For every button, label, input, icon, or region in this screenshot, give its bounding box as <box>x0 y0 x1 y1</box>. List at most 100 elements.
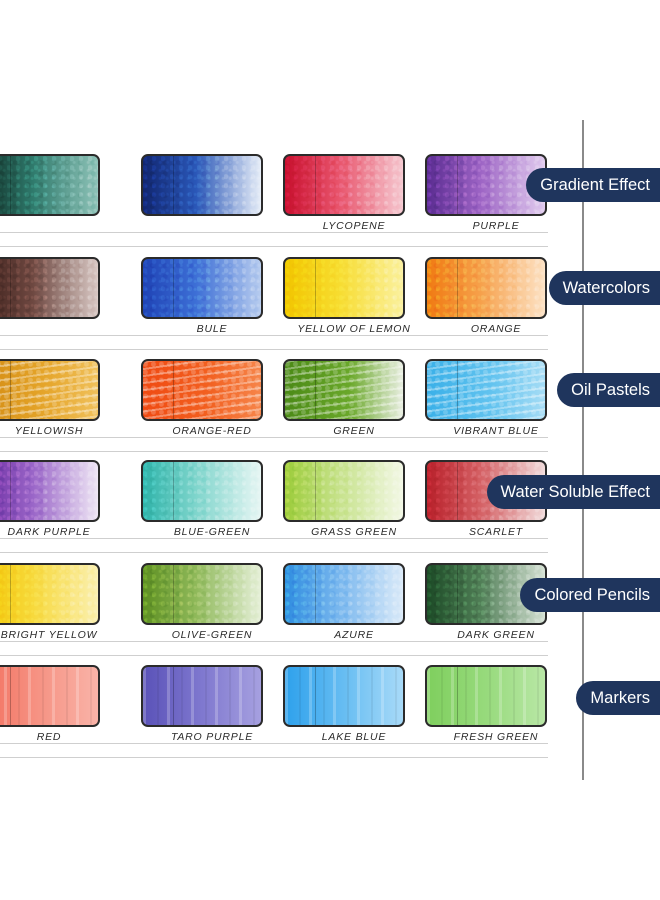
swatch-divider <box>173 156 174 214</box>
swatch-texture <box>143 462 261 520</box>
swatch-divider <box>457 259 458 317</box>
color-swatch <box>141 359 263 421</box>
writing-rule <box>0 349 548 350</box>
color-swatch <box>0 154 100 216</box>
category-tag: Watercolors <box>548 271 660 305</box>
color-swatch <box>283 460 405 522</box>
category-tag: Gradient Effect <box>526 168 660 202</box>
swatch-divider <box>173 361 174 419</box>
swatch-label: ORANGE <box>470 323 522 335</box>
swatch-label: AZURE <box>334 629 374 641</box>
swatch-divider <box>315 156 316 214</box>
swatch-divider <box>10 462 11 520</box>
swatch-label: BULE <box>196 323 228 335</box>
swatch-texture <box>0 156 98 214</box>
color-swatch <box>283 563 405 625</box>
swatch-divider <box>10 259 11 317</box>
swatch-texture <box>427 259 545 317</box>
swatch-label: GRASS GREEN <box>311 526 397 538</box>
swatch-divider <box>457 462 458 520</box>
color-swatch <box>141 665 263 727</box>
writing-rule <box>0 655 548 656</box>
sheet-edge-divider <box>582 120 584 780</box>
swatch-divider <box>173 565 174 623</box>
color-swatch <box>283 154 405 216</box>
swatch-divider <box>315 259 316 317</box>
swatch-label: FRESH GREEN <box>453 731 539 743</box>
category-tag: Markers <box>576 681 660 715</box>
writing-rule <box>0 335 548 336</box>
swatch-divider <box>315 361 316 419</box>
swatch-divider <box>457 361 458 419</box>
writing-rule <box>0 641 548 642</box>
color-swatch <box>283 257 405 319</box>
writing-rule <box>0 743 548 744</box>
color-swatch <box>141 563 263 625</box>
swatch-label: PURPLE <box>472 220 520 232</box>
swatch-texture <box>285 361 403 419</box>
color-swatch <box>0 460 100 522</box>
swatch-divider <box>10 156 11 214</box>
swatch-texture <box>143 565 261 623</box>
swatch-texture <box>285 667 403 725</box>
color-swatch <box>0 257 100 319</box>
swatch-label: YELLOW OF LEMON <box>297 323 411 335</box>
color-swatch <box>425 563 547 625</box>
swatch-texture <box>0 361 98 419</box>
swatch-divider <box>457 667 458 725</box>
swatch-label: YELLOWISH <box>14 425 84 437</box>
swatch-divider <box>315 667 316 725</box>
swatch-label: OLIVE-GREEN <box>171 629 253 641</box>
writing-rule <box>0 757 548 758</box>
category-tag: Oil Pastels <box>557 373 660 407</box>
swatch-divider <box>173 259 174 317</box>
color-swatch <box>425 257 547 319</box>
color-swatch <box>0 665 100 727</box>
writing-rule <box>0 552 548 553</box>
swatch-divider <box>457 156 458 214</box>
swatch-texture <box>0 667 98 725</box>
swatch-texture <box>0 259 98 317</box>
swatch-texture <box>285 259 403 317</box>
swatch-label: LYCOPENE <box>322 220 386 232</box>
writing-rule <box>0 232 548 233</box>
writing-rule <box>0 246 548 247</box>
swatch-label: BLUE-GREEN <box>173 526 251 538</box>
swatch-label: GREEN <box>333 425 375 437</box>
swatch-label: SCARLET <box>468 526 524 538</box>
category-tag: Colored Pencils <box>520 578 660 612</box>
swatch-texture <box>143 667 261 725</box>
swatch-texture <box>285 156 403 214</box>
swatch-texture <box>427 667 545 725</box>
swatch-label: DARK PURPLE <box>7 526 91 538</box>
swatch-texture <box>285 462 403 520</box>
swatch-label: TARO PURPLE <box>170 731 254 743</box>
swatch-texture <box>427 361 545 419</box>
swatch-texture <box>143 259 261 317</box>
swatch-texture <box>285 565 403 623</box>
swatch-divider <box>457 565 458 623</box>
writing-rule <box>0 538 548 539</box>
swatch-texture <box>0 565 98 623</box>
swatch-divider <box>315 565 316 623</box>
swatch-label: RED <box>36 731 62 743</box>
swatch-label: LAKE BLUE <box>321 731 387 743</box>
color-swatch <box>283 665 405 727</box>
swatch-divider <box>173 462 174 520</box>
color-swatch <box>283 359 405 421</box>
swatch-label: VIBRANT BLUE <box>453 425 539 437</box>
color-swatch <box>0 359 100 421</box>
swatch-label: DARK GREEN <box>457 629 535 641</box>
swatch-label: BRIGHT YELLOW <box>0 629 98 641</box>
category-tag: Water Soluble Effect <box>486 475 660 509</box>
swatch-divider <box>173 667 174 725</box>
swatch-label: ORANGE-RED <box>172 425 252 437</box>
color-swatch <box>0 563 100 625</box>
color-swatch <box>141 154 263 216</box>
color-swatch <box>141 460 263 522</box>
color-swatch <box>425 359 547 421</box>
color-swatch <box>425 665 547 727</box>
color-swatch <box>141 257 263 319</box>
writing-rule <box>0 437 548 438</box>
